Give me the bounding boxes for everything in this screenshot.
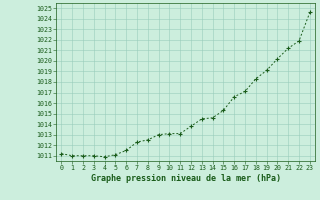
X-axis label: Graphe pression niveau de la mer (hPa): Graphe pression niveau de la mer (hPa) bbox=[91, 174, 281, 183]
